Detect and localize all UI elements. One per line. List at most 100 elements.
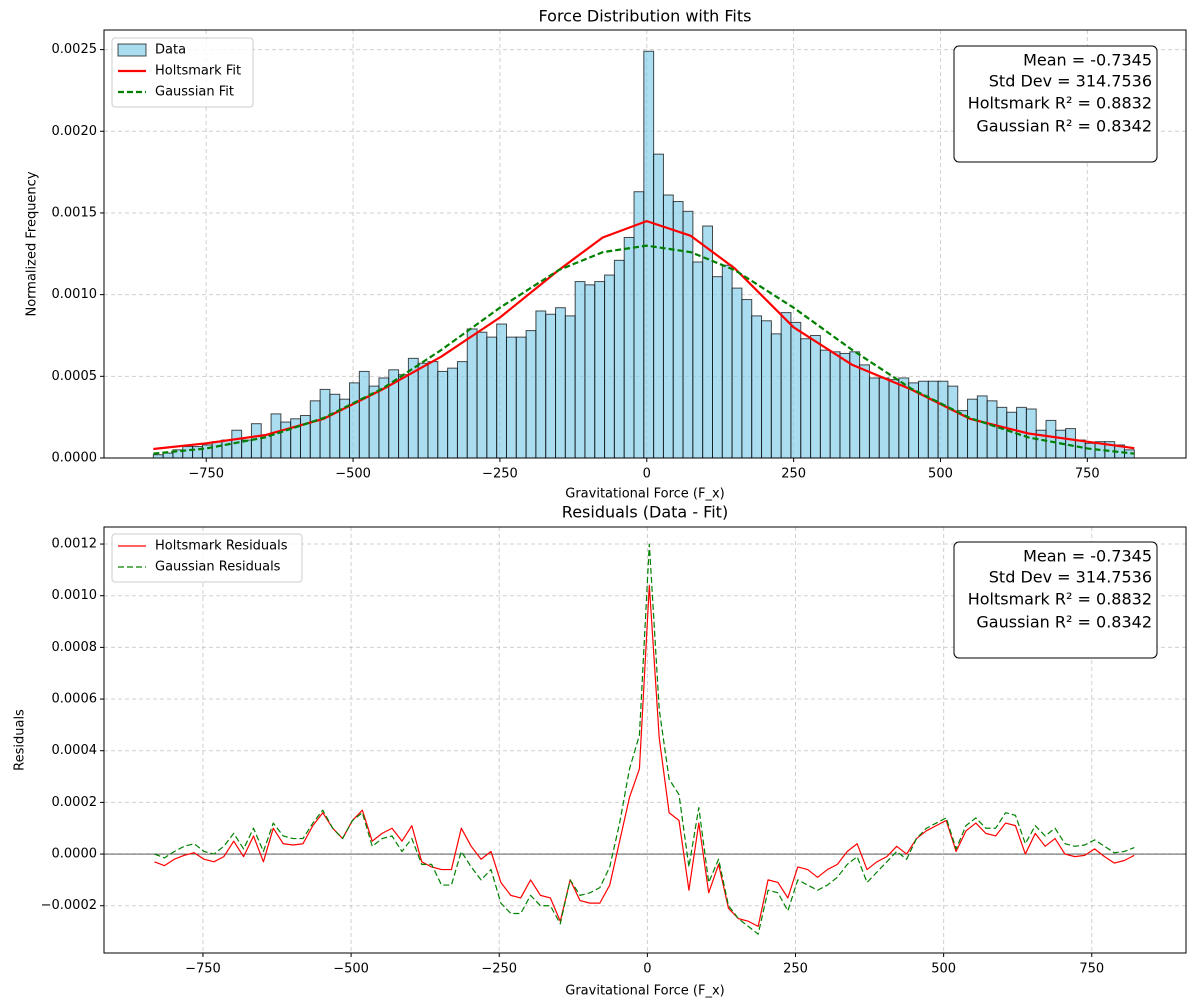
histogram-bar (986, 400, 998, 459)
stats-text: Std Dev = 314.7536 (989, 568, 1152, 587)
y-tick-label: 0.0012 (52, 537, 98, 552)
histogram-bar (682, 210, 694, 459)
stats-text: Std Dev = 314.7536 (989, 72, 1152, 91)
histogram-bar (319, 388, 331, 459)
y-tick-label: 0.0020 (52, 124, 98, 139)
x-axis-label: Gravitational Force (F_x) (565, 487, 725, 502)
histogram-bar (643, 50, 655, 459)
stats-text: Holtsmark R² = 0.8832 (968, 590, 1152, 609)
x-tick-label: 250 (781, 467, 806, 482)
histogram-bar (241, 439, 252, 459)
histogram-bar (250, 423, 262, 459)
histogram-bar (613, 259, 625, 459)
legend-box (111, 533, 303, 583)
histogram-bar (417, 362, 429, 459)
histogram-bar (1045, 419, 1057, 459)
histogram-bar (976, 395, 988, 459)
histogram-bar (692, 261, 704, 459)
y-tick-label: −0.0002 (41, 898, 97, 913)
x-tick-label: 0 (643, 467, 651, 482)
series-line (154, 543, 1135, 935)
histogram-bar (221, 439, 233, 459)
histogram-bar (1065, 428, 1076, 459)
stats-text: Holtsmark R² = 0.8832 (968, 94, 1152, 113)
histogram-bar (662, 194, 674, 459)
histogram-bar (564, 315, 576, 459)
histogram-bar (927, 380, 939, 459)
x-tick-label: −250 (481, 962, 517, 977)
histogram-bar (819, 349, 831, 459)
histogram-bar (741, 299, 753, 459)
stats-box (953, 541, 1158, 659)
histogram-bar (231, 429, 243, 459)
histogram-bar (162, 452, 174, 459)
histogram-bar (839, 352, 851, 459)
y-tick-label: 0.0002 (52, 795, 98, 810)
x-tick-label: 0 (643, 962, 651, 977)
legend: Data Holtsmark Fit Gaussian Fit (111, 37, 254, 108)
histogram-bar (810, 334, 821, 459)
y-tick-label: 0.0006 (52, 692, 98, 707)
stats-text: Gaussian R² = 0.8342 (976, 117, 1152, 136)
stats-text: Mean = -0.7345 (1023, 547, 1152, 566)
histogram-bar (398, 374, 409, 459)
histogram-bar (1074, 439, 1086, 459)
histogram-bar (555, 307, 566, 459)
histogram-bar (515, 336, 527, 459)
y-tick-label: 0.0010 (52, 287, 98, 302)
histogram-bar (535, 310, 547, 459)
histogram-bar (358, 370, 370, 459)
x-tick-label: 750 (1079, 962, 1104, 977)
chart-title: Residuals (Data - Fit) (562, 503, 728, 522)
legend-label: Gaussian Fit (155, 85, 234, 100)
histogram-bar (908, 382, 919, 459)
histogram-bar (456, 361, 468, 459)
legend-label: Holtsmark Residuals (155, 539, 288, 554)
legend-swatch (117, 43, 147, 57)
histogram-bar (309, 400, 321, 459)
y-tick-label: 0.0015 (52, 205, 98, 220)
legend: Holtsmark Residuals Gaussian Residuals (111, 533, 303, 583)
histogram-bar (770, 333, 782, 459)
x-tick-label: 750 (1075, 467, 1100, 482)
histogram-bar (486, 336, 498, 459)
histogram-bar (761, 320, 772, 459)
y-axis-label: Residuals (13, 709, 28, 771)
histogram-bar (868, 377, 880, 459)
histogram-bar (672, 201, 684, 459)
histogram-bar (790, 321, 802, 459)
histogram-bar (329, 393, 341, 459)
y-tick-label: 0.0008 (52, 640, 98, 655)
histogram-bar (496, 323, 507, 459)
histogram-bar (476, 331, 488, 459)
stats-text: Gaussian R² = 0.8342 (976, 613, 1152, 632)
x-tick-label: −250 (482, 467, 518, 482)
histogram-bar (721, 264, 733, 459)
x-tick-label: −750 (185, 962, 221, 977)
histogram-bar (604, 274, 615, 459)
x-tick-label: −500 (335, 467, 371, 482)
histogram-bar (182, 446, 194, 459)
histogram-bar (368, 385, 380, 459)
x-tick-label: 250 (783, 962, 808, 977)
histogram-bar (751, 315, 763, 459)
histogram-bar (898, 377, 910, 459)
histogram-bar (545, 313, 557, 459)
legend-label: Holtsmark Fit (155, 64, 241, 79)
histogram-bar (437, 370, 449, 459)
x-tick-label: −750 (188, 467, 224, 482)
histogram-bar (505, 336, 517, 459)
histogram-bar (800, 338, 812, 459)
stats-box (953, 45, 1158, 163)
histogram-bar (859, 364, 870, 459)
histogram-bar (594, 281, 606, 459)
x-tick-label: 500 (928, 467, 953, 482)
y-tick-label: 0.0025 (52, 42, 98, 57)
histogram-bar (996, 406, 1008, 459)
y-tick-label: 0.0010 (52, 588, 98, 603)
histogram-bar (211, 441, 223, 459)
x-tick-label: 500 (931, 962, 956, 977)
histogram-bar (466, 328, 478, 459)
histogram-bar (711, 276, 723, 459)
